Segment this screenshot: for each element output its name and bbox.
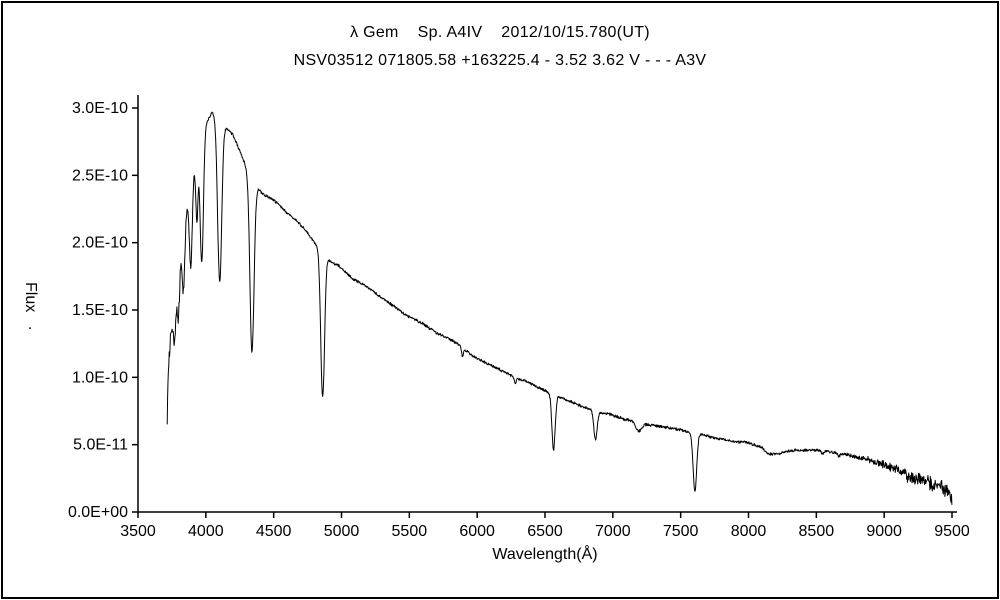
x-tick-label: 8000 xyxy=(731,523,767,540)
y-tick-label: 1.5E-10 xyxy=(72,302,128,319)
x-tick-label: 4500 xyxy=(256,523,292,540)
y-tick-label: 5.0E-11 xyxy=(73,437,128,454)
x-tick-label: 7500 xyxy=(663,523,699,540)
x-axis-label: Wavelength(Å) xyxy=(492,546,598,563)
x-tick-label: 5000 xyxy=(324,523,360,540)
spectrum-line xyxy=(166,111,953,505)
x-tick-label: 6500 xyxy=(527,523,563,540)
y-tick-label: 2.0E-10 xyxy=(72,235,128,252)
y-tick-label: 0.0E+00 xyxy=(68,504,128,521)
y-axis-label-group: Flux . xyxy=(18,282,42,334)
chart-title: λ Gem Sp. A4IV 2012/10/15.780(UT) xyxy=(350,24,650,41)
y-tick-label: 2.5E-10 xyxy=(72,167,128,184)
y-tick-label: 3.0E-10 xyxy=(72,100,128,117)
x-tick-label: 7000 xyxy=(595,523,631,540)
x-tick-label: 3500 xyxy=(120,523,156,540)
x-tick-label: 8500 xyxy=(799,523,835,540)
y-tick-label: 1.0E-10 xyxy=(72,369,128,386)
chart-subtitle: NSV03512 071805.58 +163225.4 - 3.52 3.62… xyxy=(293,52,707,69)
x-tick-label: 4000 xyxy=(188,523,224,540)
x-tick-label: 5500 xyxy=(392,523,428,540)
y-axis-label: Flux xyxy=(22,282,39,313)
x-tick-label: 9000 xyxy=(866,523,902,540)
x-tick-label: 9500 xyxy=(934,523,970,540)
y-axis-label-period: . xyxy=(27,316,33,334)
x-tick-label: 6000 xyxy=(459,523,495,540)
